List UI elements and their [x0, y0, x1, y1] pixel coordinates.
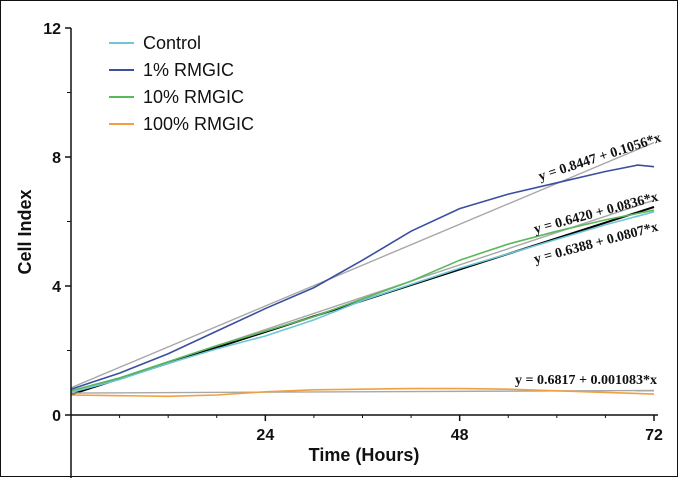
legend-label: 1% RMGIC — [143, 60, 234, 80]
y-tick-label: 0 — [52, 408, 61, 425]
y-axis-title: Cell Index — [15, 189, 35, 274]
series-line — [70, 211, 655, 394]
fit-equation-label: y = 0.6817 + 0.001083*x — [515, 373, 657, 388]
fit-equation-label: y = 0.8447 + 0.1056*x — [537, 131, 663, 185]
x-axis-title: Time (Hours) — [309, 445, 420, 465]
series-lines — [70, 164, 655, 398]
fit-line — [70, 141, 655, 389]
x-tick-label: 72 — [645, 427, 663, 444]
series-line — [70, 209, 655, 392]
x-tick-label: 48 — [451, 427, 469, 444]
x-tick-label: 24 — [256, 427, 274, 444]
y-tick-label: 4 — [52, 279, 61, 296]
y-tick-label: 8 — [52, 150, 61, 167]
y-tick-label: 12 — [43, 21, 61, 38]
legend: Control 1% RMGIC 10% RMGIC 100% RMGIC — [109, 33, 254, 134]
series-line — [70, 164, 655, 390]
legend-label: 100% RMGIC — [143, 114, 254, 134]
series-line — [70, 387, 655, 398]
axes — [70, 28, 658, 478]
legend-label: Control — [143, 33, 201, 53]
legend-label: 10% RMGIC — [143, 87, 244, 107]
